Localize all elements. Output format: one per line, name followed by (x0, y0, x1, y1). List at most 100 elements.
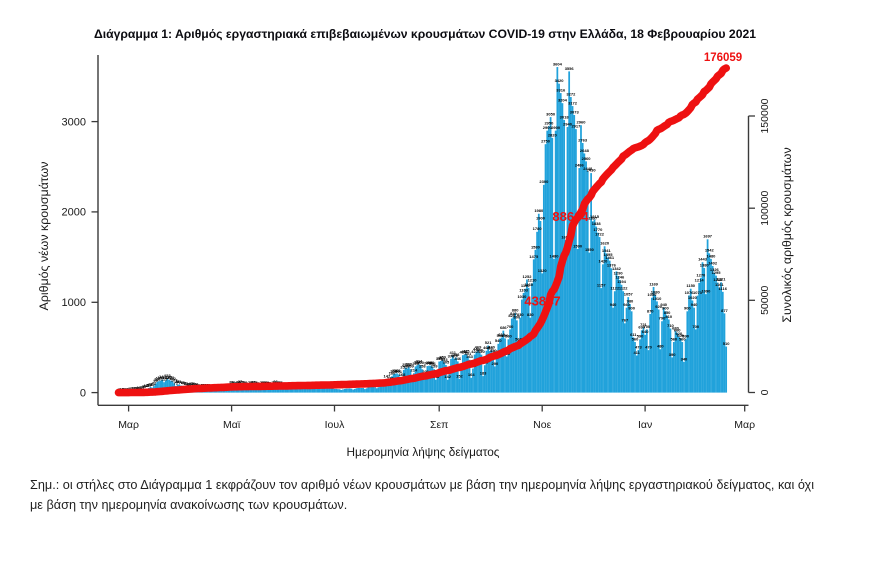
svg-text:1475: 1475 (529, 254, 539, 259)
svg-text:Σεπ: Σεπ (430, 419, 448, 431)
svg-text:473: 473 (635, 344, 642, 349)
svg-text:Μαρ: Μαρ (118, 419, 139, 431)
svg-text:0: 0 (759, 389, 771, 395)
svg-text:1320: 1320 (538, 268, 548, 273)
svg-text:3420: 3420 (555, 78, 565, 83)
svg-text:470: 470 (645, 345, 652, 350)
svg-text:3556: 3556 (565, 66, 575, 71)
svg-text:1480: 1480 (707, 253, 717, 258)
svg-text:980: 980 (627, 298, 634, 303)
svg-text:1160: 1160 (524, 282, 533, 287)
svg-text:1402: 1402 (708, 260, 718, 265)
svg-text:1722: 1722 (595, 231, 605, 236)
svg-text:1295: 1295 (712, 270, 722, 275)
svg-text:830: 830 (517, 312, 524, 317)
svg-text:480: 480 (657, 344, 664, 349)
svg-text:1116: 1116 (719, 286, 728, 291)
svg-text:Διάγραμμα 1: Αριθμός εργαστηρι: Διάγραμμα 1: Αριθμός εργαστηριακά επιβεβ… (94, 27, 756, 41)
svg-text:346: 346 (454, 356, 461, 361)
svg-text:176059: 176059 (704, 52, 742, 64)
svg-text:700: 700 (643, 324, 650, 329)
svg-text:1194: 1194 (617, 279, 626, 284)
svg-text:3316: 3316 (556, 87, 566, 92)
svg-text:2300: 2300 (539, 179, 549, 184)
svg-text:1900: 1900 (536, 215, 546, 220)
svg-text:164: 164 (468, 372, 475, 377)
svg-text:940: 940 (691, 302, 698, 307)
svg-text:1020: 1020 (688, 295, 698, 300)
svg-text:3050: 3050 (546, 111, 556, 116)
svg-text:214: 214 (411, 368, 418, 373)
svg-text:100000: 100000 (759, 191, 771, 226)
svg-text:1580: 1580 (531, 244, 541, 249)
svg-text:0: 0 (80, 387, 86, 399)
svg-text:2763: 2763 (578, 137, 588, 142)
svg-text:590: 590 (682, 334, 689, 339)
svg-text:870: 870 (647, 308, 654, 313)
svg-text:Συνολικός αριθμός κρουσμάτων: Συνολικός αριθμός κρουσμάτων (780, 147, 794, 322)
svg-text:43847: 43847 (524, 294, 560, 309)
svg-text:700: 700 (507, 324, 514, 329)
svg-text:700: 700 (692, 324, 699, 329)
svg-text:1150: 1150 (686, 283, 695, 288)
svg-text:3204: 3204 (558, 98, 568, 103)
svg-text:1480: 1480 (550, 253, 560, 258)
svg-text:877: 877 (721, 308, 728, 313)
svg-text:1122: 1122 (619, 286, 628, 291)
svg-text:540: 540 (495, 338, 502, 343)
svg-text:Σημ.: οι στήλες στο Διάγραμμα: Σημ.: οι στήλες στο Διάγραμμα 1 εκφράζου… (30, 478, 814, 492)
svg-text:με βάση την ημερομηνία ανακοίν: με βάση την ημερομηνία ανακοίνωσης των κ… (30, 498, 347, 512)
svg-text:1697: 1697 (703, 234, 713, 239)
svg-text:1590: 1590 (573, 243, 583, 248)
svg-text:2648: 2648 (580, 148, 590, 153)
svg-text:363: 363 (466, 354, 473, 359)
svg-text:900: 900 (628, 306, 635, 311)
svg-text:2900: 2900 (551, 125, 561, 130)
svg-text:142: 142 (444, 374, 451, 379)
svg-text:1221: 1221 (717, 277, 727, 282)
svg-text:Αριθμός νέων κρουσμάτων: Αριθμός νέων κρουσμάτων (37, 162, 51, 311)
svg-text:1542: 1542 (705, 248, 715, 253)
svg-text:830: 830 (527, 312, 534, 317)
svg-text:1461: 1461 (605, 255, 615, 260)
svg-text:Νοε: Νοε (533, 419, 551, 431)
svg-text:810: 810 (665, 314, 672, 319)
svg-text:Μαρ: Μαρ (734, 419, 755, 431)
svg-text:1057: 1057 (624, 292, 634, 297)
svg-text:1157: 1157 (597, 282, 606, 287)
svg-text:1620: 1620 (600, 241, 610, 246)
svg-text:1780: 1780 (533, 226, 543, 231)
svg-text:1838: 1838 (592, 221, 602, 226)
svg-text:340: 340 (681, 356, 688, 361)
svg-text:640: 640 (642, 329, 649, 334)
svg-text:1915: 1915 (590, 214, 600, 219)
svg-text:2750: 2750 (541, 139, 551, 144)
svg-text:Ιαν: Ιαν (638, 419, 652, 431)
svg-text:3172: 3172 (568, 100, 578, 105)
svg-text:1090: 1090 (701, 289, 711, 294)
svg-text:590: 590 (505, 334, 512, 339)
svg-text:940: 940 (610, 302, 617, 307)
svg-text:1270: 1270 (696, 272, 706, 277)
svg-text:2430: 2430 (587, 168, 597, 173)
svg-text:3018: 3018 (560, 114, 570, 119)
svg-text:1010: 1010 (652, 296, 662, 301)
svg-text:2820: 2820 (548, 132, 558, 137)
svg-text:390: 390 (669, 352, 676, 357)
svg-text:590: 590 (637, 334, 644, 339)
svg-text:152: 152 (456, 373, 463, 378)
svg-text:3604: 3604 (553, 61, 563, 66)
svg-text:50000: 50000 (759, 286, 771, 315)
svg-text:Μαϊ: Μαϊ (223, 419, 241, 431)
svg-text:3000: 3000 (62, 116, 86, 128)
svg-text:Ιουλ: Ιουλ (325, 419, 345, 431)
svg-text:1080: 1080 (651, 289, 661, 294)
svg-text:2000: 2000 (62, 207, 86, 219)
svg-text:1000: 1000 (62, 297, 86, 309)
svg-text:183: 183 (480, 370, 487, 375)
svg-text:510: 510 (723, 341, 730, 346)
svg-text:1169: 1169 (649, 281, 658, 286)
svg-text:1980: 1980 (534, 208, 544, 213)
svg-text:3272: 3272 (566, 91, 576, 96)
svg-text:Ημερομηνία λήψης δείγματος: Ημερομηνία λήψης δείγματος (347, 445, 500, 459)
